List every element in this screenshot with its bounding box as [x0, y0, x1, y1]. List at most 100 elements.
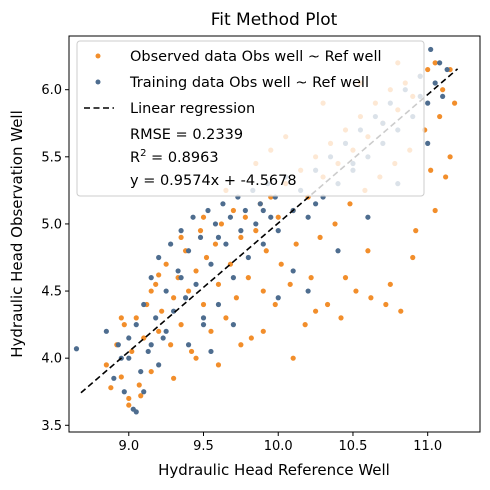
observed-point-37 — [245, 275, 251, 281]
training-point-78 — [230, 322, 236, 328]
y-tick-label-1: 4.0 — [41, 352, 62, 367]
y-axis-ticks: 3.5 4.0 4.5 5.0 5.5 6.0 — [41, 83, 69, 434]
observed-point-45 — [275, 214, 281, 220]
training-point-83 — [365, 214, 371, 220]
observed-point-70 — [368, 295, 374, 301]
training-point-19 — [178, 228, 184, 234]
legend-box — [76, 40, 425, 197]
observed-point-82 — [413, 228, 419, 234]
training-point-9 — [141, 301, 147, 308]
training-point-49 — [305, 214, 311, 220]
training-point-70 — [444, 66, 450, 73]
training-point-2 — [111, 375, 117, 381]
training-point-18 — [175, 268, 181, 274]
observed-point-38 — [248, 335, 254, 341]
x-tick-label-1: 9.5 — [193, 439, 214, 454]
training-point-72 — [141, 389, 147, 395]
observed-point-94 — [138, 393, 144, 399]
observed-point-90 — [443, 174, 449, 180]
legend-regression-label: Linear regression — [130, 101, 255, 117]
x-tick-label-3: 10.5 — [338, 439, 367, 454]
training-point-32 — [227, 214, 234, 220]
y-tick-label-3: 5.0 — [41, 217, 62, 232]
observed-point-46 — [278, 261, 284, 267]
training-point-3 — [115, 342, 121, 348]
observed-point-41 — [260, 288, 266, 294]
legend: Observed data Obs well ~ Ref well Traini… — [76, 40, 425, 197]
chart-title: Fit Method Plot — [211, 10, 338, 30]
training-point-66 — [428, 46, 434, 53]
observed-point-30 — [218, 221, 225, 227]
training-point-29 — [215, 301, 222, 308]
observed-point-109 — [200, 214, 207, 220]
observed-point-104 — [387, 281, 393, 287]
training-point-13 — [156, 254, 162, 261]
observed-point-92 — [451, 100, 458, 106]
training-point-1 — [103, 328, 109, 334]
training-point-68 — [437, 60, 443, 66]
training-point-12 — [153, 315, 159, 321]
observed-point-8 — [136, 382, 142, 388]
observed-point-17 — [171, 295, 177, 301]
training-point-69 — [440, 93, 446, 100]
observed-point-99 — [260, 328, 266, 334]
observed-point-52 — [302, 322, 308, 328]
training-point-81 — [305, 288, 311, 294]
observed-point-7 — [133, 315, 139, 321]
training-point-28 — [212, 221, 219, 227]
training-point-35 — [238, 228, 244, 234]
observed-point-87 — [432, 60, 438, 66]
observed-point-100 — [290, 355, 296, 361]
training-point-23 — [193, 281, 199, 287]
observed-point-50 — [293, 241, 299, 247]
observed-point-29 — [215, 281, 222, 287]
training-point-16 — [168, 241, 174, 247]
observed-point-108 — [156, 272, 162, 278]
training-point-27 — [208, 261, 214, 267]
observed-point-16 — [168, 342, 174, 348]
observed-point-36 — [242, 214, 248, 220]
observed-point-31 — [223, 315, 229, 321]
training-point-14 — [160, 335, 166, 341]
y-tick-label-4: 5.5 — [41, 150, 62, 165]
observed-point-102 — [342, 275, 349, 281]
training-point-43 — [268, 214, 274, 220]
observed-point-74 — [383, 301, 389, 308]
training-point-74 — [163, 328, 169, 334]
training-point-75 — [185, 342, 192, 348]
observed-point-4 — [121, 322, 127, 328]
training-point-67 — [432, 80, 438, 86]
training-point-5 — [126, 355, 132, 361]
training-point-41 — [260, 241, 266, 247]
observed-point-85 — [425, 66, 431, 73]
observed-point-15 — [163, 261, 169, 267]
training-point-88 — [148, 342, 154, 348]
observed-point-33 — [230, 207, 236, 214]
observed-point-62 — [338, 315, 344, 321]
training-point-73 — [156, 362, 162, 368]
observed-point-28 — [212, 241, 219, 247]
training-point-15 — [163, 288, 169, 294]
training-point-26 — [205, 207, 211, 214]
observed-point-24 — [197, 228, 204, 234]
observed-point-93 — [126, 402, 132, 408]
training-point-79 — [275, 295, 281, 301]
training-point-30 — [220, 201, 226, 207]
observed-point-48 — [287, 281, 293, 287]
training-point-0 — [73, 346, 80, 352]
observed-point-21 — [185, 288, 192, 294]
training-point-71 — [133, 409, 139, 415]
observed-point-56 — [317, 234, 323, 240]
observed-point-105 — [410, 254, 416, 261]
observed-point-35 — [238, 234, 244, 240]
observed-point-101 — [313, 308, 319, 314]
x-tick-label-0: 9.0 — [118, 439, 139, 454]
observed-point-1 — [108, 385, 114, 391]
observed-point-96 — [193, 355, 199, 361]
observed-point-25 — [200, 301, 207, 308]
y-axis-label: Hydraulic Head Observation Well — [8, 110, 26, 358]
training-point-85 — [425, 140, 431, 146]
training-point-77 — [208, 348, 214, 355]
observed-point-98 — [238, 342, 244, 348]
